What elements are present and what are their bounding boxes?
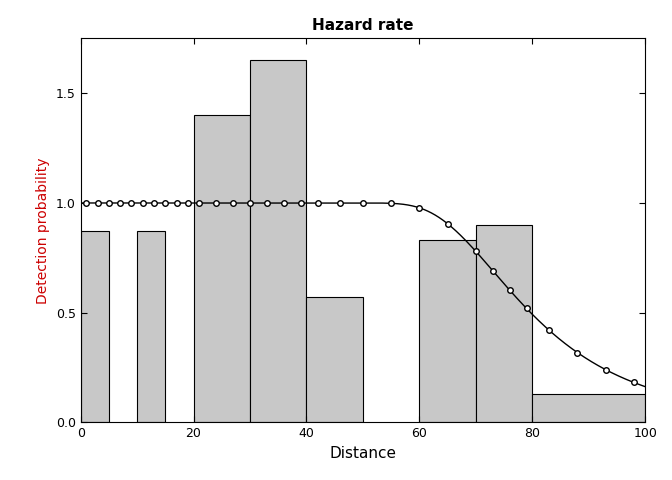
Bar [306, 297, 363, 422]
Bar [194, 115, 250, 422]
Y-axis label: Detection probability: Detection probability [36, 157, 50, 304]
Bar [137, 231, 165, 422]
Bar [419, 240, 476, 422]
Bar [476, 225, 532, 422]
Bar [532, 394, 645, 422]
Bar [250, 60, 306, 422]
X-axis label: Distance: Distance [329, 446, 396, 461]
Title: Hazard rate: Hazard rate [312, 18, 414, 33]
Bar [81, 231, 109, 422]
